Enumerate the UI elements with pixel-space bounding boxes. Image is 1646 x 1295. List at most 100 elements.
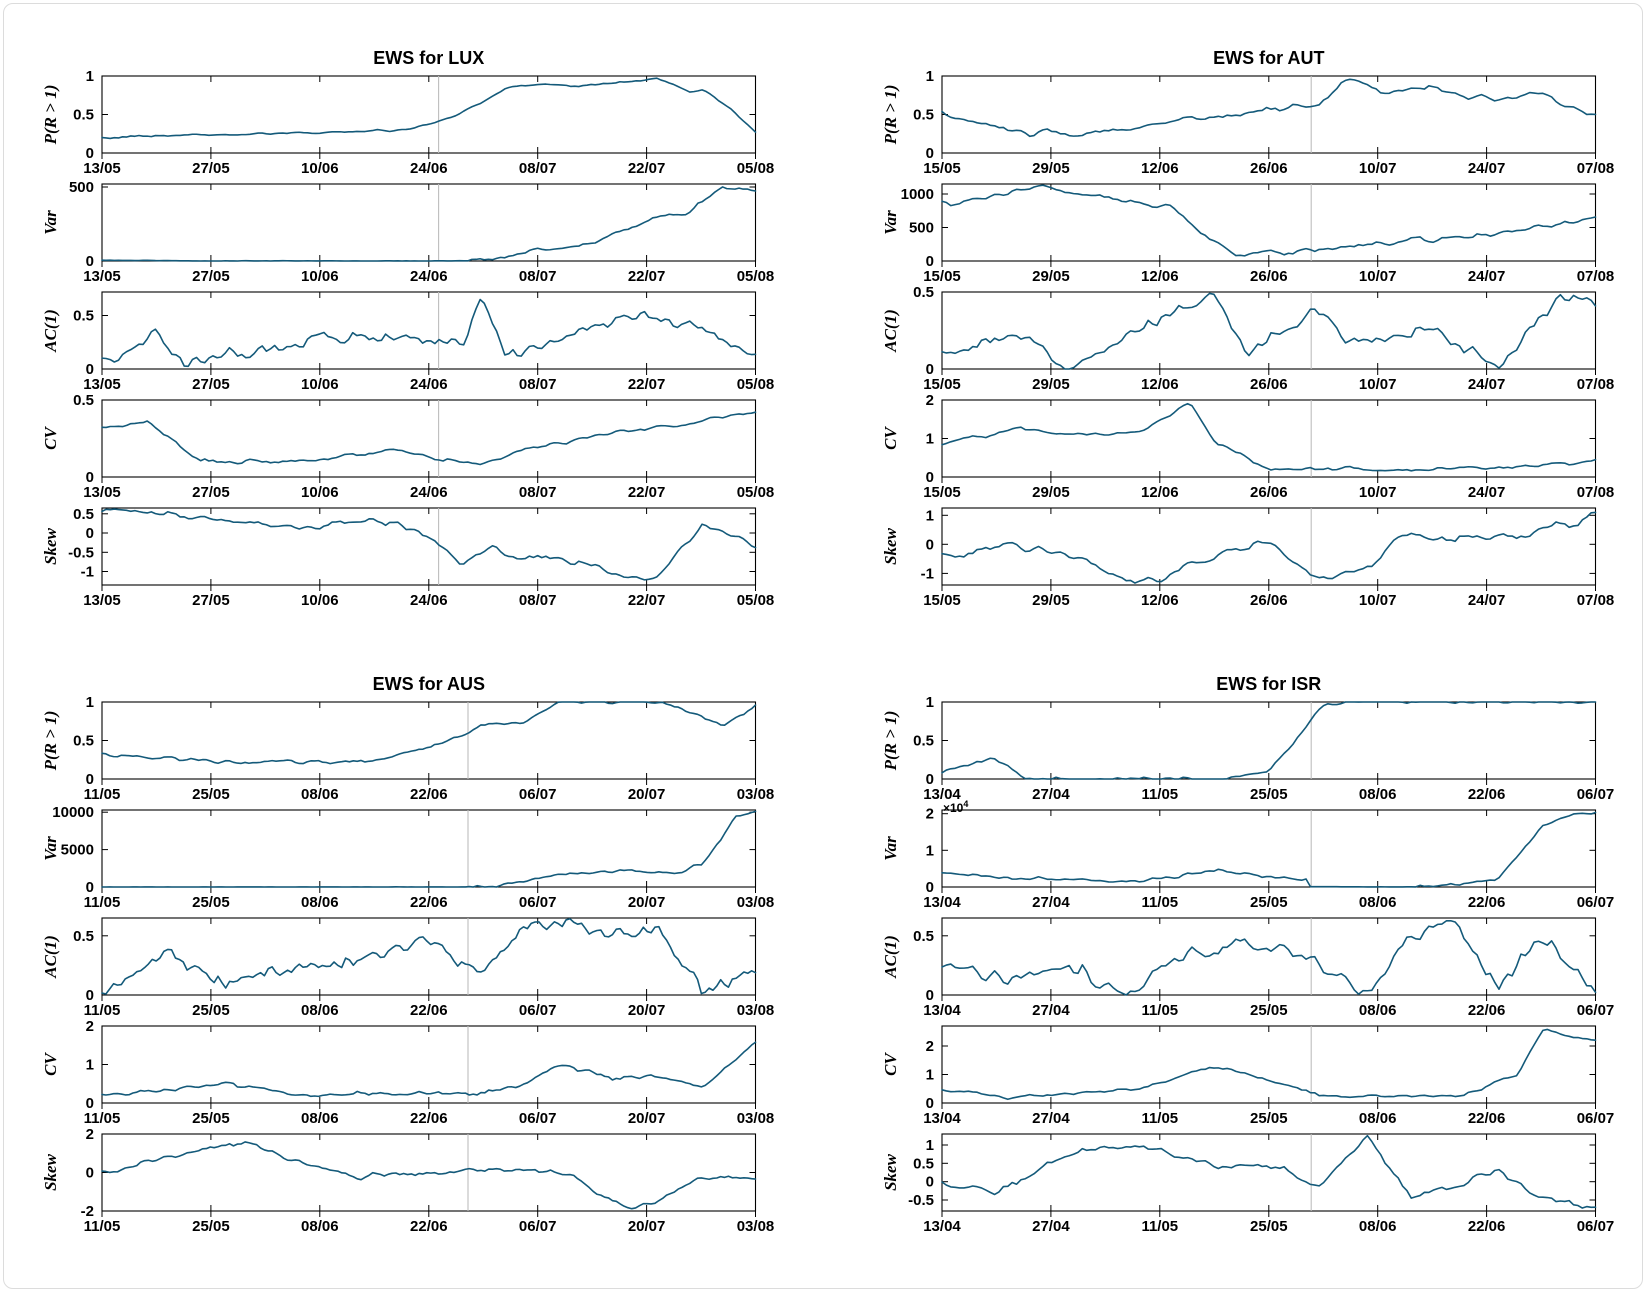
svg-text:22/06: 22/06 (1468, 1218, 1506, 1235)
svg-text:06/07: 06/07 (519, 894, 557, 911)
svg-text:07/08: 07/08 (1577, 376, 1615, 393)
svg-text:24/06: 24/06 (410, 484, 448, 501)
svg-text:0: 0 (926, 771, 934, 788)
svg-text:Var: Var (41, 210, 60, 235)
svg-text:0.5: 0.5 (913, 928, 934, 945)
svg-text:27/05: 27/05 (192, 160, 230, 177)
svg-text:12/06: 12/06 (1141, 160, 1179, 177)
svg-text:15/05: 15/05 (923, 160, 961, 177)
svg-text:25/05: 25/05 (1250, 1110, 1288, 1127)
svg-text:27/04: 27/04 (1032, 1002, 1070, 1019)
svg-text:08/07: 08/07 (519, 484, 557, 501)
svg-text:10/06: 10/06 (301, 376, 339, 393)
svg-text:11/05: 11/05 (1141, 894, 1178, 911)
svg-text:20/07: 20/07 (628, 1218, 666, 1235)
svg-text:20/07: 20/07 (628, 894, 666, 911)
svg-text:22/07: 22/07 (628, 484, 666, 501)
svg-text:22/07: 22/07 (628, 376, 666, 393)
svg-text:-2: -2 (81, 1203, 94, 1220)
svg-text:25/05: 25/05 (192, 894, 230, 911)
svg-text:AC(1): AC(1) (881, 309, 900, 353)
svg-text:24/07: 24/07 (1468, 484, 1506, 501)
svg-text:29/05: 29/05 (1032, 268, 1070, 285)
svg-text:0.5: 0.5 (73, 928, 94, 945)
svg-text:0.5: 0.5 (73, 733, 94, 750)
svg-text:0: 0 (926, 1174, 934, 1191)
svg-text:22/06: 22/06 (410, 1110, 448, 1127)
svg-text:05/08: 05/08 (737, 376, 775, 393)
svg-text:08/07: 08/07 (519, 268, 557, 285)
svg-text:13/04: 13/04 (923, 894, 961, 911)
svg-text:29/05: 29/05 (1032, 484, 1070, 501)
svg-text:07/08: 07/08 (1577, 160, 1615, 177)
svg-text:EWS for ISR: EWS for ISR (1216, 674, 1321, 694)
svg-text:Skew: Skew (881, 527, 900, 565)
svg-text:Var: Var (881, 836, 900, 861)
svg-text:07/08: 07/08 (1577, 268, 1615, 285)
svg-text:11/05: 11/05 (1141, 1002, 1178, 1019)
svg-text:06/07: 06/07 (1577, 894, 1615, 911)
svg-text:P(R > 1): P(R > 1) (41, 711, 60, 772)
svg-text:Skew: Skew (41, 527, 60, 565)
svg-text:25/05: 25/05 (192, 1002, 230, 1019)
svg-text:13/05: 13/05 (83, 268, 121, 285)
svg-text:24/06: 24/06 (410, 268, 448, 285)
svg-text:0.5: 0.5 (913, 733, 934, 750)
svg-text:26/06: 26/06 (1250, 268, 1288, 285)
svg-text:07/08: 07/08 (1577, 592, 1615, 609)
svg-text:10/07: 10/07 (1359, 268, 1397, 285)
svg-text:07/08: 07/08 (1577, 484, 1615, 501)
svg-text:1: 1 (926, 68, 934, 85)
svg-text:Skew: Skew (41, 1153, 60, 1191)
svg-text:2: 2 (926, 806, 934, 823)
svg-text:0: 0 (86, 771, 94, 788)
svg-text:27/05: 27/05 (192, 376, 230, 393)
svg-text:08/06: 08/06 (1359, 1002, 1397, 1019)
svg-text:13/05: 13/05 (83, 376, 121, 393)
svg-text:26/06: 26/06 (1250, 376, 1288, 393)
svg-text:15/05: 15/05 (923, 592, 961, 609)
svg-text:22/06: 22/06 (1468, 1002, 1506, 1019)
svg-text:AC(1): AC(1) (881, 935, 900, 979)
svg-text:22/06: 22/06 (410, 786, 448, 803)
svg-text:06/07: 06/07 (519, 1110, 557, 1127)
svg-text:0: 0 (926, 145, 934, 162)
svg-text:0.5: 0.5 (913, 107, 934, 124)
svg-text:0: 0 (86, 469, 94, 486)
svg-text:P(R > 1): P(R > 1) (881, 85, 900, 146)
svg-text:12/06: 12/06 (1141, 268, 1179, 285)
svg-text:13/05: 13/05 (83, 160, 121, 177)
svg-text:EWS for LUX: EWS for LUX (373, 48, 484, 68)
svg-text:22/07: 22/07 (628, 268, 666, 285)
svg-text:06/07: 06/07 (1577, 786, 1615, 803)
svg-text:22/06: 22/06 (1468, 786, 1506, 803)
svg-text:08/06: 08/06 (1359, 1110, 1397, 1127)
svg-text:1: 1 (926, 1137, 934, 1154)
svg-text:11/05: 11/05 (84, 786, 121, 803)
svg-text:0: 0 (86, 145, 94, 162)
svg-text:CV: CV (881, 1052, 900, 1076)
svg-text:10/07: 10/07 (1359, 484, 1397, 501)
svg-text:03/08: 03/08 (737, 1110, 775, 1127)
svg-text:1: 1 (926, 431, 934, 448)
svg-text:20/07: 20/07 (628, 786, 666, 803)
svg-text:2: 2 (926, 1038, 934, 1055)
svg-text:13/04: 13/04 (923, 1002, 961, 1019)
svg-text:15/05: 15/05 (923, 268, 961, 285)
svg-text:11/05: 11/05 (84, 1218, 121, 1235)
svg-text:11/05: 11/05 (1141, 1110, 1178, 1127)
svg-text:CV: CV (41, 1052, 60, 1076)
svg-text:03/08: 03/08 (737, 1218, 775, 1235)
svg-text:05/08: 05/08 (737, 484, 775, 501)
svg-text:10/07: 10/07 (1359, 592, 1397, 609)
svg-text:08/06: 08/06 (1359, 894, 1397, 911)
svg-text:AC(1): AC(1) (41, 309, 60, 353)
svg-text:P(R > 1): P(R > 1) (41, 85, 60, 146)
svg-text:1: 1 (926, 694, 934, 711)
svg-text:05/08: 05/08 (737, 268, 775, 285)
svg-text:26/06: 26/06 (1250, 484, 1288, 501)
svg-text:0.5: 0.5 (913, 284, 934, 301)
svg-text:-0.5: -0.5 (68, 544, 94, 561)
svg-text:08/06: 08/06 (301, 1110, 339, 1127)
svg-text:0: 0 (926, 987, 934, 1004)
